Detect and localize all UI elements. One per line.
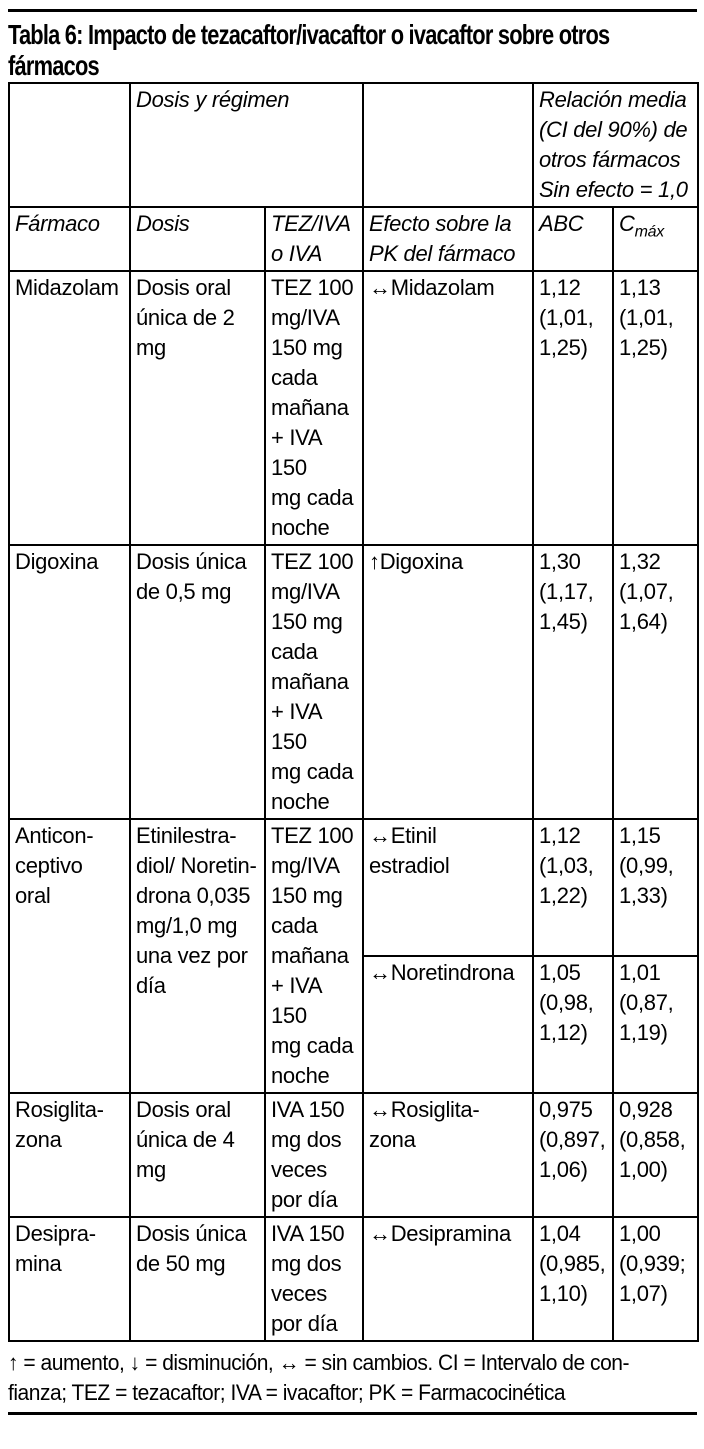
cell-regimen: IVA 150 mg dos veces por día <box>264 1216 364 1342</box>
table-row-anticonceptivo-etinil: Anticon- ceptivo oral Etinilestra- diol/… <box>8 818 700 1094</box>
column-header-farmaco: Fármaco <box>8 206 131 272</box>
top-rule <box>8 9 697 12</box>
table-footnote: ↑ = aumento, ↓ = disminución, ↔ = sin ca… <box>8 1350 630 1405</box>
cell-cmax: 1,15 (0,99, 1,33) <box>611 818 700 957</box>
cell-cmax: 1,00 (0,939; 1,07) <box>611 1216 700 1342</box>
cell-efecto: ↔Rosiglita- zona <box>362 1092 534 1218</box>
cell-regimen: IVA 150 mg dos veces por día <box>264 1092 364 1218</box>
column-header-row: Fármaco Dosis TEZ/IVA o IVA Efecto sobre… <box>8 206 700 272</box>
column-header-efecto-pk: Efecto sobre la PK del fármaco <box>362 206 534 272</box>
page: Tabla 6: Impacto de tezacaftor/ivacaftor… <box>8 9 700 1415</box>
column-header-cmax: Cmáx <box>611 206 700 272</box>
column-header-abc: ABC <box>532 206 614 272</box>
cell-efecto: ↑Digoxina <box>362 544 534 820</box>
cell-farmaco: Digoxina <box>8 544 131 820</box>
cell-dosis: Etinilestra- diol/ Noretin- drona 0,035 … <box>129 818 266 1094</box>
bottom-rule <box>8 1412 697 1415</box>
cell-farmaco: Rosiglita- zona <box>8 1092 131 1218</box>
cell-cmax: 1,01 (0,87, 1,19) <box>611 955 700 1094</box>
cell-dosis: Dosis única de 0,5 mg <box>129 544 266 820</box>
drug-interaction-table: Dosis y régimen Relación media (CI del 9… <box>8 82 700 1342</box>
cell-cmax: 0,928 (0,858, 1,00) <box>611 1092 700 1218</box>
cell-efecto: ↔Desipramina <box>362 1216 534 1342</box>
table-row-desipramina: Desipra- mina Dosis única de 50 mg IVA 1… <box>8 1216 700 1342</box>
cell-farmaco: Desipra- mina <box>8 1216 131 1342</box>
cmax-subscript: máx <box>634 223 665 241</box>
column-header-dosis: Dosis <box>129 206 266 272</box>
cell-abc: 1,12 (1,03, 1,22) <box>532 818 614 957</box>
cell-farmaco: Midazolam <box>8 270 131 546</box>
group-header-empty-efecto <box>362 82 534 208</box>
table-row-midazolam: Midazolam Dosis oral única de 2 mg TEZ 1… <box>8 270 700 546</box>
cell-efecto: ↔Noretindrona <box>362 955 534 1094</box>
cell-abc: 0,975 (0,897, 1,06) <box>532 1092 614 1218</box>
cell-abc: 1,12 (1,01, 1,25) <box>532 270 614 546</box>
cmax-symbol: C <box>619 211 635 236</box>
cell-dosis: Dosis única de 50 mg <box>129 1216 266 1342</box>
group-header-relacion-media: Relación media (CI del 90%) de otros fár… <box>531 82 700 208</box>
cell-abc: 1,30 (1,17, 1,45) <box>532 544 614 820</box>
cell-abc: 1,04 (0,985, 1,10) <box>532 1216 614 1342</box>
cell-dosis: Dosis oral única de 4 mg <box>129 1092 266 1218</box>
cell-farmaco: Anticon- ceptivo oral <box>8 818 131 1094</box>
group-header-dosis-regimen: Dosis y régimen <box>129 82 364 208</box>
table-row-anticonceptivo-noretindrona: ↔Noretindrona 1,05 (0,98, 1,12) 1,01 (0,… <box>9 955 700 1094</box>
cell-efecto: ↔Midazolam <box>362 270 534 546</box>
cell-cmax: 1,32 (1,07, 1,64) <box>611 544 700 820</box>
table-row-rosiglitazona: Rosiglita- zona Dosis oral única de 4 mg… <box>8 1092 700 1218</box>
cell-cmax: 1,13 (1,01, 1,25) <box>611 270 700 546</box>
cell-regimen: TEZ 100 mg/IVA 150 mg cada mañana + IVA … <box>264 818 364 1094</box>
group-header-empty-farmaco <box>8 82 131 208</box>
table-row-digoxina: Digoxina Dosis única de 0,5 mg TEZ 100 m… <box>8 544 700 820</box>
cell-regimen: TEZ 100 mg/IVA 150 mg cada mañana + IVA … <box>264 270 364 546</box>
table-title: Tabla 6: Impacto de tezacaftor/ivacaftor… <box>8 19 610 81</box>
cell-efecto: ↔Etinil estradiol <box>362 818 534 957</box>
cell-abc: 1,05 (0,98, 1,12) <box>532 955 614 1094</box>
cell-dosis: Dosis oral única de 2 mg <box>129 270 266 546</box>
group-header-row: Dosis y régimen Relación media (CI del 9… <box>8 82 700 208</box>
cell-regimen: TEZ 100 mg/IVA 150 mg cada mañana + IVA … <box>264 544 364 820</box>
column-header-tez-iva: TEZ/IVA o IVA <box>264 206 364 272</box>
